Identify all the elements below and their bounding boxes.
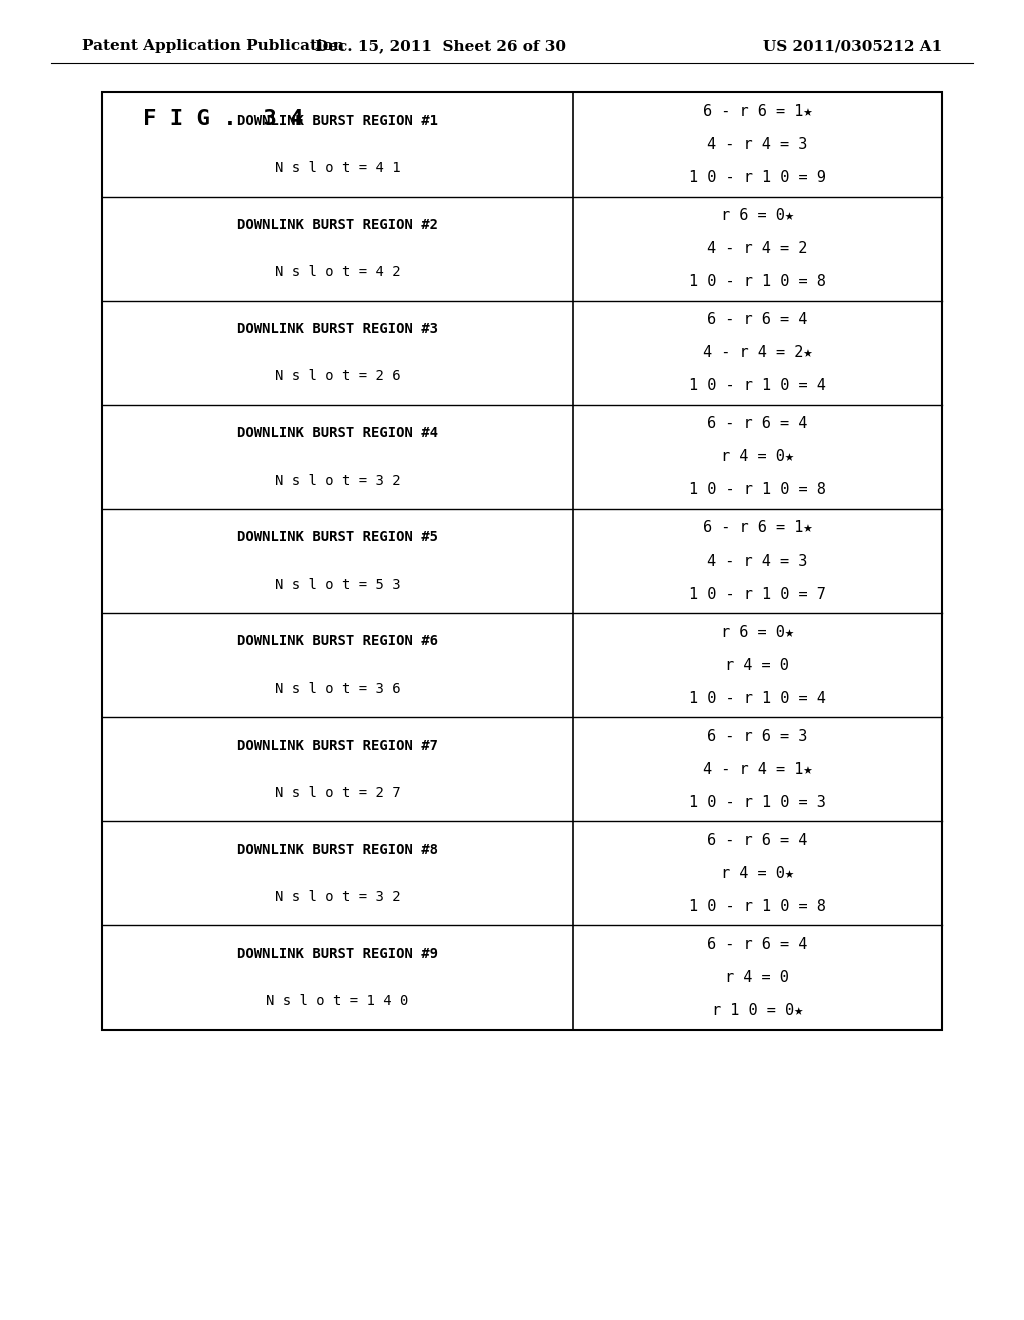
Text: 6 - r 6 = 4: 6 - r 6 = 4 xyxy=(708,416,808,432)
Text: 1 0 - r 1 0 = 8: 1 0 - r 1 0 = 8 xyxy=(689,275,825,289)
Text: 4 - r 4 = 2★: 4 - r 4 = 2★ xyxy=(702,346,812,360)
Text: DOWNLINK BURST REGION #4: DOWNLINK BURST REGION #4 xyxy=(237,426,438,440)
Text: DOWNLINK BURST REGION #8: DOWNLINK BURST REGION #8 xyxy=(237,842,438,857)
Text: r 4 = 0★: r 4 = 0★ xyxy=(721,866,794,880)
Text: 6 - r 6 = 4: 6 - r 6 = 4 xyxy=(708,937,808,952)
Text: N s l o t = 3 6: N s l o t = 3 6 xyxy=(274,682,400,696)
Text: DOWNLINK BURST REGION #3: DOWNLINK BURST REGION #3 xyxy=(237,322,438,337)
Text: 1 0 - r 1 0 = 8: 1 0 - r 1 0 = 8 xyxy=(689,899,825,913)
Text: 4 - r 4 = 3: 4 - r 4 = 3 xyxy=(708,553,808,569)
Bar xyxy=(102,92,942,1030)
Text: Patent Application Publication: Patent Application Publication xyxy=(82,40,344,53)
Text: DOWNLINK BURST REGION #1: DOWNLINK BURST REGION #1 xyxy=(237,114,438,128)
Text: N s l o t = 3 2: N s l o t = 3 2 xyxy=(274,890,400,904)
Text: 1 0 - r 1 0 = 4: 1 0 - r 1 0 = 4 xyxy=(689,379,825,393)
Text: F I G .  3 4: F I G . 3 4 xyxy=(143,108,304,129)
Text: r 1 0 = 0★: r 1 0 = 0★ xyxy=(712,1003,803,1018)
Text: 4 - r 4 = 2: 4 - r 4 = 2 xyxy=(708,242,808,256)
Text: US 2011/0305212 A1: US 2011/0305212 A1 xyxy=(763,40,942,53)
Text: N s l o t = 4 1: N s l o t = 4 1 xyxy=(274,161,400,176)
Text: r 4 = 0: r 4 = 0 xyxy=(725,657,790,673)
Text: Dec. 15, 2011  Sheet 26 of 30: Dec. 15, 2011 Sheet 26 of 30 xyxy=(314,40,566,53)
Text: N s l o t = 3 2: N s l o t = 3 2 xyxy=(274,474,400,487)
Text: 6 - r 6 = 4: 6 - r 6 = 4 xyxy=(708,833,808,847)
Text: N s l o t = 1 4 0: N s l o t = 1 4 0 xyxy=(266,994,409,1008)
Text: DOWNLINK BURST REGION #9: DOWNLINK BURST REGION #9 xyxy=(237,946,438,961)
Text: 1 0 - r 1 0 = 8: 1 0 - r 1 0 = 8 xyxy=(689,482,825,498)
Text: DOWNLINK BURST REGION #5: DOWNLINK BURST REGION #5 xyxy=(237,531,438,544)
Text: 1 0 - r 1 0 = 9: 1 0 - r 1 0 = 9 xyxy=(689,170,825,185)
Text: DOWNLINK BURST REGION #2: DOWNLINK BURST REGION #2 xyxy=(237,218,438,232)
Text: r 4 = 0★: r 4 = 0★ xyxy=(721,449,794,465)
Text: r 4 = 0: r 4 = 0 xyxy=(725,970,790,985)
Text: 6 - r 6 = 3: 6 - r 6 = 3 xyxy=(708,729,808,743)
Text: N s l o t = 4 2: N s l o t = 4 2 xyxy=(274,265,400,280)
Text: 6 - r 6 = 1★: 6 - r 6 = 1★ xyxy=(702,104,812,119)
Text: N s l o t = 2 6: N s l o t = 2 6 xyxy=(274,370,400,384)
Text: r 6 = 0★: r 6 = 0★ xyxy=(721,624,794,640)
Text: N s l o t = 2 7: N s l o t = 2 7 xyxy=(274,785,400,800)
Text: 1 0 - r 1 0 = 7: 1 0 - r 1 0 = 7 xyxy=(689,586,825,602)
Text: 6 - r 6 = 4: 6 - r 6 = 4 xyxy=(708,313,808,327)
Text: r 6 = 0★: r 6 = 0★ xyxy=(721,209,794,223)
Text: DOWNLINK BURST REGION #7: DOWNLINK BURST REGION #7 xyxy=(237,738,438,752)
Text: 1 0 - r 1 0 = 4: 1 0 - r 1 0 = 4 xyxy=(689,690,825,706)
Text: N s l o t = 5 3: N s l o t = 5 3 xyxy=(274,578,400,591)
Text: 1 0 - r 1 0 = 3: 1 0 - r 1 0 = 3 xyxy=(689,795,825,809)
Text: 6 - r 6 = 1★: 6 - r 6 = 1★ xyxy=(702,520,812,536)
Text: DOWNLINK BURST REGION #6: DOWNLINK BURST REGION #6 xyxy=(237,635,438,648)
Text: 4 - r 4 = 1★: 4 - r 4 = 1★ xyxy=(702,762,812,776)
Text: 4 - r 4 = 3: 4 - r 4 = 3 xyxy=(708,137,808,152)
